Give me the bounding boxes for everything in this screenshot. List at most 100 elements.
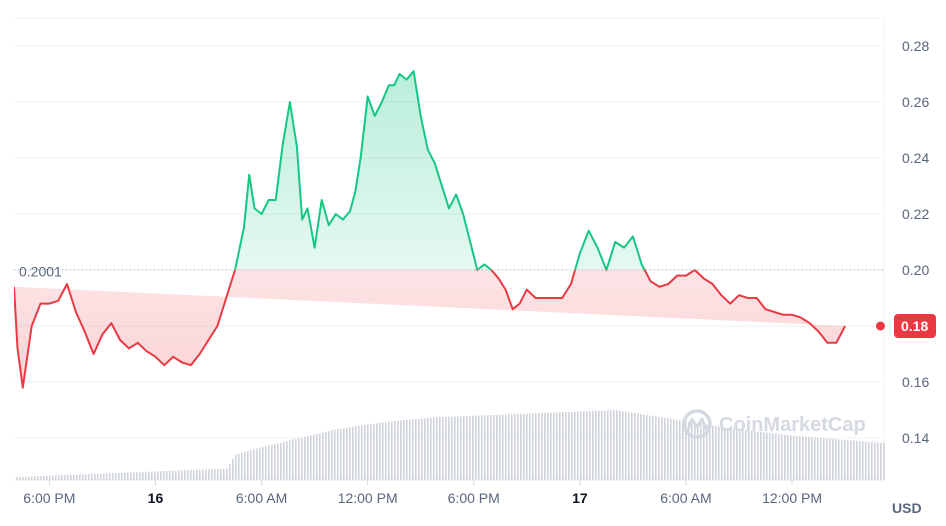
reference-price-label: 0.2001 — [19, 264, 62, 280]
currency-unit: USD — [892, 500, 922, 516]
volume-bar — [613, 410, 615, 480]
volume-bar — [97, 473, 99, 480]
volume-bar — [163, 471, 165, 480]
volume-bar — [100, 473, 102, 480]
volume-bar — [31, 476, 33, 480]
volume-bar — [55, 475, 57, 480]
volume-bar — [631, 412, 633, 480]
volume-bar — [412, 419, 414, 480]
volume-bar — [670, 418, 672, 480]
volume-bar — [130, 472, 132, 480]
volume-bar — [586, 411, 588, 480]
volume-bar — [874, 442, 876, 480]
volume-bar — [826, 438, 828, 480]
volume-bar — [883, 442, 885, 480]
volume-bar — [358, 425, 360, 480]
volume-bar — [442, 416, 444, 480]
volume-bar — [562, 412, 564, 480]
volume-bar — [250, 450, 252, 480]
volume-bar — [64, 475, 66, 480]
volume-bar — [619, 410, 621, 480]
volume-bar — [340, 428, 342, 480]
volume-bar — [382, 422, 384, 480]
volume-bar — [565, 412, 567, 480]
volume-bar — [232, 459, 234, 480]
volume-bar — [691, 422, 693, 480]
volume-bar — [136, 472, 138, 480]
volume-bar — [592, 410, 594, 480]
volume-bar — [742, 429, 744, 480]
x-axis: 6:00 PM 16 6:00 AM 12:00 PM 6:00 PM 17 6:00 AM… — [23, 480, 822, 506]
volume-bar — [106, 473, 108, 480]
x-tick-label: 6:00 PM — [448, 490, 500, 506]
volume-bar — [286, 441, 288, 480]
volume-bar — [535, 413, 537, 480]
volume-bar — [373, 423, 375, 480]
volume-bar — [835, 439, 837, 480]
volume-bar — [700, 423, 702, 480]
volume-bar — [61, 475, 63, 480]
last-price-dot — [875, 321, 885, 331]
volume-bar — [514, 414, 516, 480]
volume-bar — [226, 468, 228, 480]
volume-bar — [292, 439, 294, 480]
volume-bar — [475, 415, 477, 480]
volume-bar — [523, 413, 525, 480]
volume-bar — [856, 440, 858, 480]
last-price-badge — [894, 314, 936, 338]
volume-bar — [526, 413, 528, 480]
volume-bar — [466, 416, 468, 480]
volume-bar — [256, 448, 258, 480]
volume-bar — [415, 419, 417, 480]
volume-bar — [580, 411, 582, 480]
volume-bar — [175, 470, 177, 480]
volume-bar — [112, 473, 114, 480]
volume-bar — [499, 414, 501, 480]
volume-bar — [805, 436, 807, 480]
volume-bar — [589, 411, 591, 480]
volume-bar — [40, 476, 42, 480]
volume-bar — [214, 469, 216, 480]
volume-bar — [853, 440, 855, 480]
volume-bar — [520, 413, 522, 480]
volume-bar — [313, 434, 315, 480]
volume-bar — [91, 474, 93, 480]
volume-bars — [16, 410, 885, 480]
volume-bar — [46, 475, 48, 480]
volume-bar — [781, 434, 783, 480]
volume-bar — [187, 470, 189, 480]
volume-bar — [469, 415, 471, 480]
last-price-marker: 0.18 — [875, 314, 936, 338]
volume-bar — [331, 430, 333, 480]
price-area-up — [235, 71, 645, 270]
x-tick-label: 12:00 PM — [338, 490, 398, 506]
volume-bar — [436, 417, 438, 480]
volume-bar — [370, 424, 372, 480]
volume-bar — [880, 442, 882, 480]
volume-bar — [184, 470, 186, 480]
volume-bar — [547, 412, 549, 480]
price-areas — [14, 71, 846, 388]
volume-bar — [712, 425, 714, 480]
volume-bar — [397, 420, 399, 480]
volume-bar — [817, 437, 819, 480]
volume-bar — [253, 449, 255, 480]
y-tick-label: 0.24 — [902, 150, 929, 166]
volume-bar — [484, 415, 486, 480]
volume-bar — [247, 451, 249, 480]
volume-bar — [235, 454, 237, 480]
y-tick-label: 0.20 — [902, 262, 929, 278]
volume-bar — [688, 421, 690, 480]
volume-bar — [802, 436, 804, 480]
volume-bar — [361, 425, 363, 480]
x-tick-label: 16 — [148, 490, 164, 506]
volume-bar — [820, 437, 822, 480]
volume-bar — [157, 471, 159, 480]
volume-bar — [22, 476, 24, 480]
volume-bar — [625, 411, 627, 480]
volume-bar — [115, 473, 117, 480]
volume-bar — [172, 470, 174, 480]
volume-bar — [37, 476, 39, 480]
x-tick-label: 6:00 AM — [660, 490, 711, 506]
volume-bar — [328, 431, 330, 480]
